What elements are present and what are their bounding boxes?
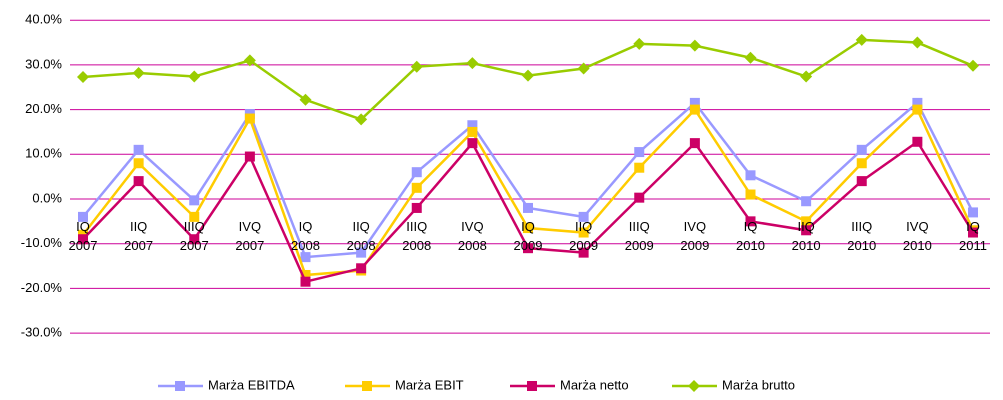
x-tick-label: IIQ 2009 (569, 219, 598, 253)
point (801, 196, 812, 207)
legend-label: Marża brutto (722, 377, 795, 392)
point (856, 144, 867, 155)
x-tick-label: IIQ 2008 (347, 219, 376, 253)
legend-marker (362, 381, 372, 391)
point (634, 162, 645, 173)
point (968, 207, 978, 218)
point (911, 36, 924, 49)
point (411, 167, 422, 178)
point (523, 202, 533, 213)
point (801, 225, 812, 236)
point (577, 62, 590, 75)
point (300, 276, 311, 287)
point (578, 227, 589, 238)
y-tick-label: -30.0% (21, 325, 63, 340)
point (689, 97, 700, 108)
point (745, 216, 756, 227)
y-tick-label: 10.0% (25, 146, 62, 161)
point (801, 216, 812, 227)
x-tick-label: IQ 2010 (736, 219, 765, 253)
x-tick-label: IIIQ 2009 (625, 219, 654, 253)
point (299, 93, 312, 106)
point (300, 269, 311, 280)
point (800, 70, 813, 83)
point (856, 176, 867, 187)
point (244, 151, 255, 162)
point (133, 176, 144, 187)
point (355, 113, 368, 126)
x-tick-label: IVQ 2007 (235, 219, 264, 253)
point (78, 211, 88, 222)
point (578, 247, 589, 258)
point (78, 234, 88, 245)
y-tick-label: -20.0% (21, 280, 63, 295)
x-tick-label: IQ 2009 (514, 219, 543, 253)
point (467, 138, 478, 149)
point (912, 104, 923, 115)
point (243, 54, 256, 67)
point (133, 158, 144, 169)
y-tick-label: -10.0% (21, 235, 63, 250)
point (132, 66, 145, 79)
point (745, 189, 756, 200)
point (133, 144, 144, 155)
x-tick-label: IIIQ 2008 (402, 219, 431, 253)
point (745, 170, 756, 181)
point (967, 59, 979, 72)
point (688, 39, 701, 52)
y-tick-label: 40.0% (25, 12, 62, 27)
point (356, 247, 367, 258)
point (855, 33, 868, 46)
point (968, 227, 978, 238)
point (411, 182, 422, 193)
point (523, 223, 533, 234)
point (912, 97, 923, 108)
point (634, 192, 645, 203)
point (744, 51, 757, 64)
point (633, 37, 646, 50)
point (356, 263, 367, 274)
point (522, 69, 534, 82)
x-tick-label: IQ 2008 (291, 219, 320, 253)
point (912, 136, 923, 147)
point (856, 158, 867, 169)
point (244, 113, 255, 124)
point (410, 60, 423, 73)
x-tick-label: IIIQ 2007 (180, 219, 209, 253)
legend-marker (175, 381, 185, 391)
point (467, 126, 478, 137)
point (300, 252, 311, 263)
legend-marker (527, 381, 537, 391)
x-tick-label: IVQ 2010 (903, 219, 932, 253)
x-tick-label: IIQ 2010 (792, 219, 821, 253)
point (189, 211, 200, 222)
legend-marker (688, 380, 700, 392)
point (77, 70, 89, 83)
x-tick-label: IVQ 2008 (458, 219, 487, 253)
legend-label: Marża EBIT (395, 377, 464, 392)
point (578, 211, 589, 222)
y-tick-label: 30.0% (25, 56, 62, 71)
legend-label: Marża netto (560, 377, 629, 392)
y-tick-label: 20.0% (25, 101, 62, 116)
x-tick-label: IIIQ 2010 (847, 219, 876, 253)
point (411, 202, 422, 213)
y-tick-label: 0.0% (32, 190, 62, 205)
x-tick-label: IQ 2011 (959, 219, 987, 253)
point (523, 243, 533, 254)
x-tick-label: IVQ 2009 (680, 219, 709, 253)
legend-label: Marża EBITDA (208, 377, 295, 392)
x-tick-label: IIQ 2007 (124, 219, 153, 253)
point (466, 57, 479, 70)
point (689, 138, 700, 149)
point (467, 120, 478, 131)
point (188, 70, 201, 83)
point (634, 147, 645, 158)
point (189, 195, 200, 206)
x-tick-label: IQ 2007 (69, 219, 98, 253)
point (689, 104, 700, 115)
point (189, 234, 200, 245)
